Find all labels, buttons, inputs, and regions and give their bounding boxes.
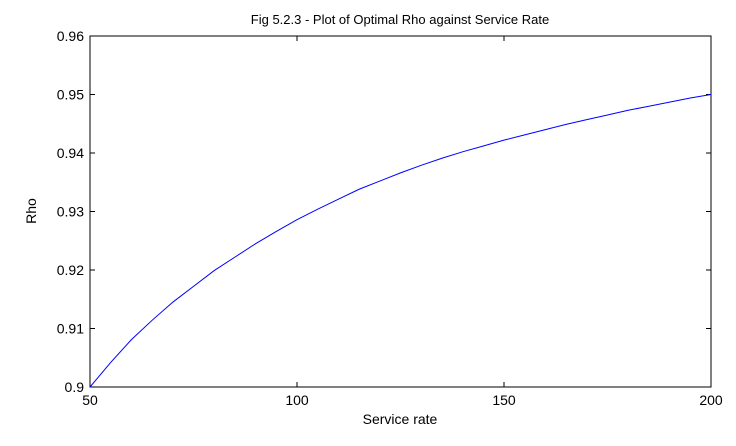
y-axis-label: Rho (23, 198, 39, 224)
x-axis-ticks: 50 100 150 200 (82, 36, 723, 408)
y-tick-label: 0.93 (57, 204, 84, 220)
y-tick-label: 0.94 (57, 145, 84, 161)
x-tick-label: 150 (492, 392, 516, 408)
y-axis-ticks: 0.9 0.91 0.92 0.93 0.94 0.95 0.96 (57, 28, 711, 395)
y-tick-label: 0.91 (57, 321, 84, 337)
x-tick-label: 200 (699, 392, 723, 408)
x-tick-label: 50 (82, 392, 98, 408)
series-line (89, 94, 712, 388)
y-tick-label: 0.96 (57, 28, 84, 44)
x-axis-label: Service rate (363, 411, 438, 427)
x-tick-label: 100 (285, 392, 309, 408)
series-group (89, 94, 712, 388)
y-tick-label: 0.92 (57, 262, 84, 278)
chart-title: Fig 5.2.3 - Plot of Optimal Rho against … (251, 12, 549, 27)
plot-area-frame (89, 35, 712, 388)
y-tick-label: 0.95 (57, 87, 84, 103)
y-tick-label: 0.9 (65, 379, 85, 395)
